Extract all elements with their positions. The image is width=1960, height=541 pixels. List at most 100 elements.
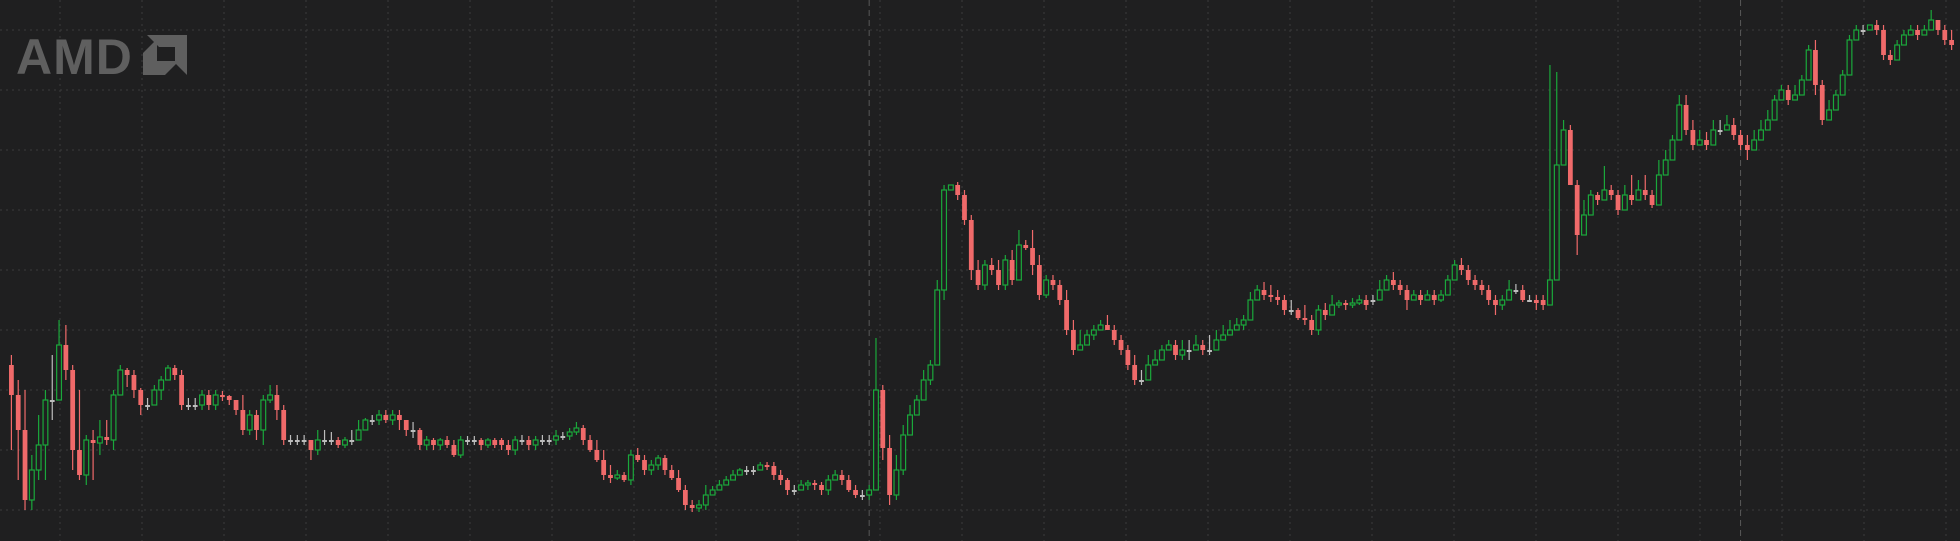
candle [505,440,511,455]
candle-body [1928,19,1935,31]
candle-body [1309,320,1315,330]
candle-body [471,440,477,442]
candle-body [512,439,519,451]
candle-body [757,464,764,471]
candle-body [1764,119,1771,131]
candle [1527,295,1532,302]
candle-body [723,479,730,486]
candle [1839,70,1846,96]
candle [1499,295,1506,310]
candle [785,478,790,495]
candle [989,258,995,275]
candle-body [179,375,184,405]
candle [492,438,498,448]
candle-body [962,195,967,220]
candle-body [1282,300,1287,310]
candle [832,470,839,481]
candle [1866,24,1873,31]
candle-body [28,469,35,501]
candle [1846,35,1853,76]
candle-body [1887,55,1893,60]
candle [444,436,450,448]
candle [1881,25,1886,60]
candle-body [1322,310,1328,315]
candle-body [1349,302,1356,306]
candle-body [1315,309,1322,331]
candle-body [1785,90,1791,100]
candle-body [1683,105,1689,130]
candle-body [1853,29,1860,41]
candle [1356,295,1363,305]
candle-body [785,480,790,490]
candle [614,470,621,480]
candle [1233,318,1240,331]
candle-body [1860,30,1866,32]
candle [1608,185,1614,200]
candle [1655,160,1662,206]
candle-body [1451,264,1458,281]
candle-body [920,379,927,401]
candle [1533,295,1539,310]
candle-body [274,395,280,410]
candle [1145,355,1152,381]
candle [1710,120,1717,146]
candle-body [1370,300,1376,302]
candle-body [1751,139,1758,151]
candle [566,428,573,440]
candle [1805,45,1812,81]
candle [1404,285,1410,310]
candle-body [77,450,82,475]
candle [1335,300,1342,308]
candle [1383,275,1390,291]
candle [1894,40,1901,61]
candle [1696,130,1703,146]
candle-body [1601,189,1608,201]
candle [246,410,253,435]
candle [519,435,525,445]
candle [907,405,914,436]
candle [96,420,103,455]
candle-body [1090,329,1097,336]
candle-body [682,490,688,505]
candle-body [695,504,702,509]
candle-body [751,470,756,472]
candle [1213,330,1220,351]
candle-body [580,428,586,440]
candle [1009,250,1015,285]
candle-body [1240,319,1247,326]
candle-body [22,430,28,500]
candle-body [627,454,634,481]
candle-body [1404,290,1410,300]
candle [1493,295,1498,315]
candle-body [397,415,402,420]
candle [301,435,307,445]
candle [736,468,743,476]
candle [1207,335,1212,355]
candle-body [49,400,55,402]
candle [1717,120,1723,135]
candle-body [145,405,150,407]
candle [1942,25,1948,45]
candle [1451,260,1458,281]
candle-body [1553,164,1560,281]
candle-body [893,469,900,496]
candle-body [1118,340,1124,350]
candle [866,485,873,500]
candle-body [1738,135,1743,145]
candle-body [744,470,750,472]
candle-body [1704,140,1709,145]
candle [35,415,42,480]
candle [540,435,545,445]
candle [151,385,158,406]
candle-body [913,399,920,416]
candle [1084,330,1091,346]
candle [192,398,198,410]
candle-body [1220,334,1227,341]
candle [117,365,124,396]
candle [601,450,607,480]
candle [1064,290,1069,335]
candle [1370,295,1376,305]
candle-body [1771,99,1778,121]
candle-body [1173,345,1178,355]
